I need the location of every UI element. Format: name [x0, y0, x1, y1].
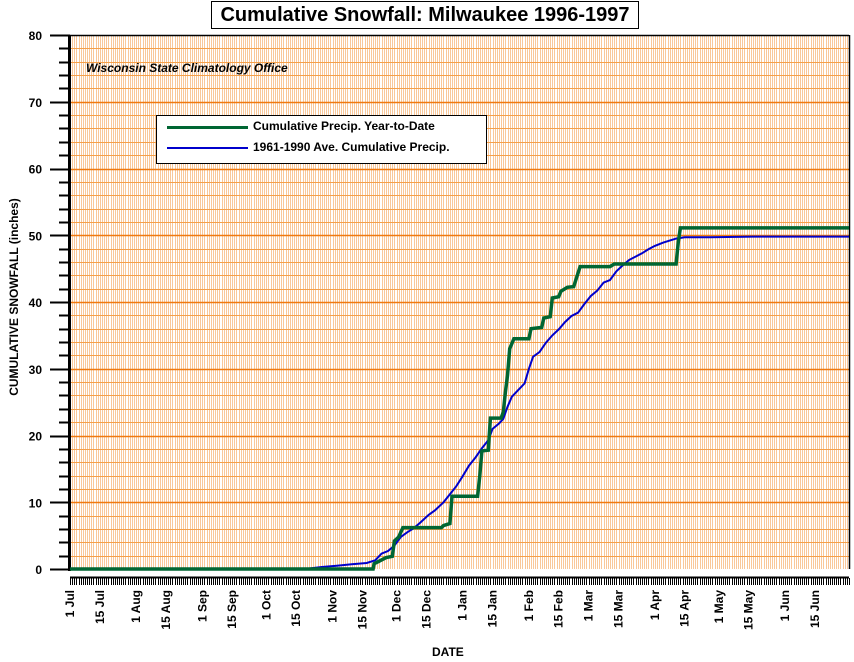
x-axis: 1 Jul 15 Jul 1 Aug 15 Aug 1 Sep 15 Sep 1 Oct 15… — [63, 576, 850, 630]
x-tick-label: 15 Nov — [355, 590, 369, 630]
legend: Cumulative Precip. Year-to-Date 1961-199… — [156, 115, 487, 164]
legend-item-normal: 1961-1990 Ave. Cumulative Precip. — [157, 139, 486, 157]
x-axis-label: DATE — [432, 645, 464, 659]
y-axis: 0 10 20 30 40 50 60 70 80 — [29, 29, 70, 577]
legend-label-observed: Cumulative Precip. Year-to-Date — [253, 119, 435, 133]
chart-title: Cumulative Snowfall: Milwaukee 1996-1997 — [211, 1, 639, 29]
x-tick-label: 1 Jun — [778, 590, 792, 621]
x-tick-label: 15 Apr — [678, 590, 692, 627]
x-tick-label: 1 Dec — [390, 590, 404, 622]
x-tick-label: 15 Jul — [93, 590, 107, 624]
x-tick-label: 15 Dec — [419, 590, 433, 629]
series-line-normal — [70, 235, 849, 570]
y-tick-label: 0 — [35, 563, 42, 577]
x-tick-label: 15 Jun — [808, 590, 822, 628]
legend-item-observed: Cumulative Precip. Year-to-Date — [157, 118, 486, 136]
x-tick-label: 15 Sep — [225, 590, 239, 629]
x-tick-label: 1 Nov — [326, 590, 340, 623]
x-tick-label: 1 Jul — [63, 590, 77, 617]
y-tick-label: 80 — [29, 29, 43, 43]
x-tick-label: 15 Feb — [552, 590, 566, 628]
x-tick-label: 15 May — [742, 590, 756, 630]
x-tick-label: 15 Aug — [159, 590, 173, 630]
x-tick-label: 1 May — [712, 590, 726, 624]
x-tick-label: 1 Apr — [648, 590, 662, 621]
y-tick-label: 30 — [29, 363, 43, 377]
legend-swatch-normal — [167, 147, 248, 149]
series-lines — [70, 226, 849, 571]
x-tick-label: 1 Sep — [195, 590, 209, 622]
y-tick-label: 60 — [29, 163, 43, 177]
y-tick-label: 20 — [29, 430, 43, 444]
horizontal-gridlines — [70, 48, 849, 557]
x-tick-label: 1 Oct — [259, 590, 273, 620]
y-tick-label: 40 — [29, 296, 43, 310]
x-tick-label: 1 Feb — [522, 590, 536, 621]
x-tick-label: 15 Jan — [486, 590, 500, 627]
x-tick-label: 15 Oct — [289, 590, 303, 627]
series-line-observed — [70, 226, 849, 571]
y-tick-label: 70 — [29, 96, 43, 110]
chart-subtitle: Wisconsin State Climatology Office — [86, 61, 288, 75]
y-tick-label: 10 — [29, 496, 43, 510]
x-tick-label: 15 Mar — [612, 590, 626, 628]
legend-swatch-observed — [167, 126, 248, 129]
y-axis-label: CUMULATIVE SNOWFALL (inches) — [7, 198, 21, 396]
legend-label-normal: 1961-1990 Ave. Cumulative Precip. — [253, 140, 450, 154]
x-tick-label: 1 Mar — [582, 590, 596, 622]
y-tick-label: 50 — [29, 229, 43, 243]
x-tick-label: 1 Jan — [456, 590, 470, 621]
x-tick-label: 1 Aug — [129, 590, 143, 623]
